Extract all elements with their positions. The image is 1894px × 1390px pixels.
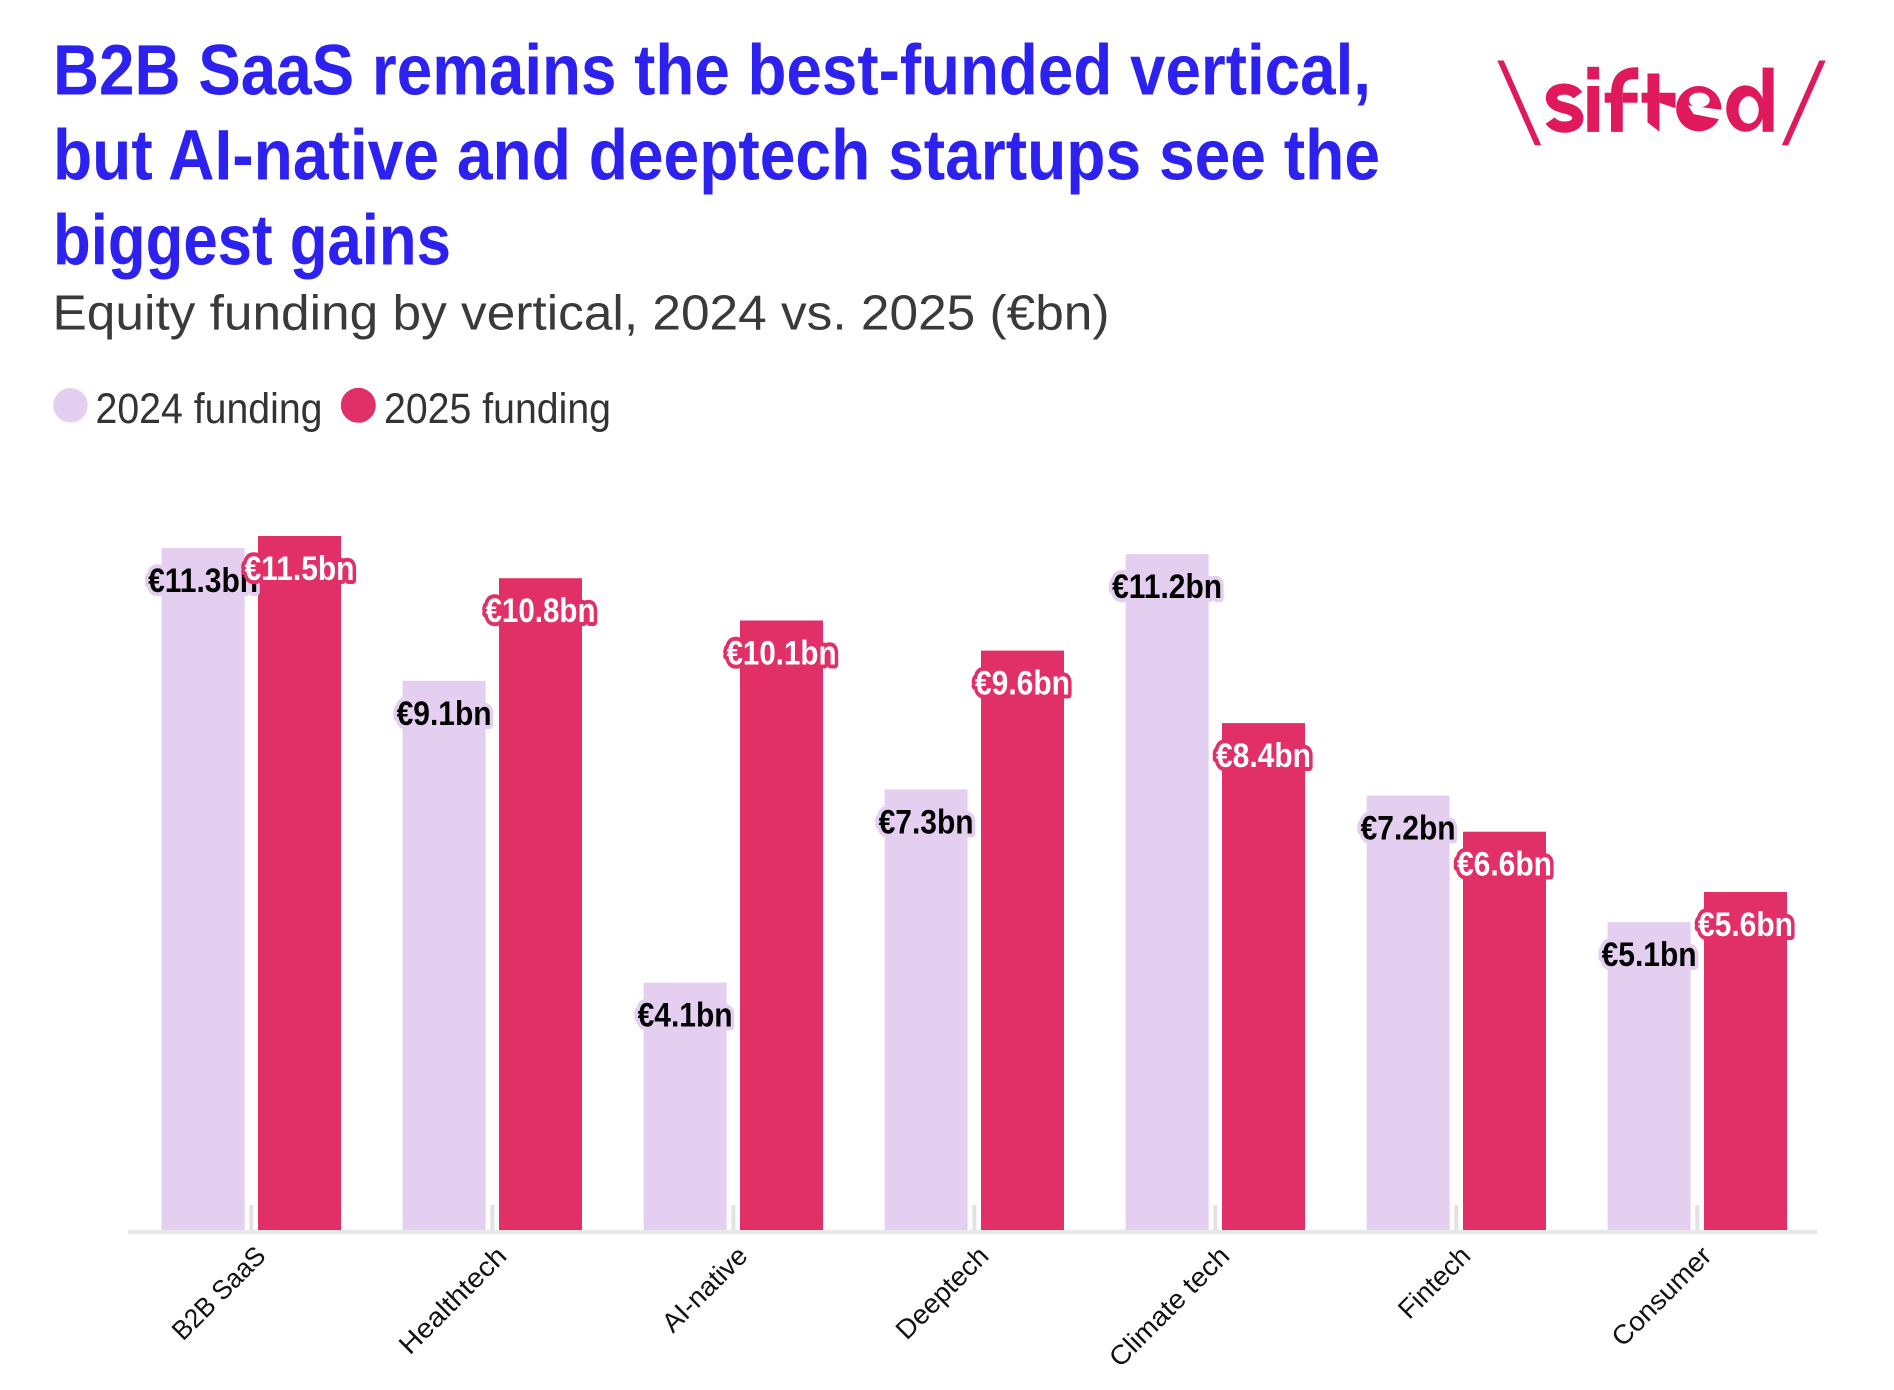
svg-text:biggest gains: biggest gains [53, 201, 451, 280]
svg-text:Healthtech: Healthtech [393, 1241, 513, 1361]
svg-text:€6.6bn: €6.6bn [1457, 846, 1552, 884]
svg-text:B2B SaaS: B2B SaaS [166, 1241, 271, 1346]
svg-text:but AI-native and deeptech sta: but AI-native and deeptech startups see … [53, 117, 1380, 196]
svg-text:2025 funding: 2025 funding [384, 385, 611, 433]
svg-text:€11.5bn: €11.5bn [245, 550, 355, 588]
svg-text:B2B SaaS remains the best-fund: B2B SaaS remains the best-funded vertica… [53, 31, 1371, 110]
svg-text:€8.4bn: €8.4bn [1216, 737, 1311, 775]
svg-text:AI-native: AI-native [656, 1241, 754, 1339]
svg-text:Fintech: Fintech [1392, 1241, 1476, 1325]
svg-text:€5.6bn: €5.6bn [1698, 906, 1793, 944]
svg-text:€4.1bn: €4.1bn [638, 997, 733, 1035]
svg-text:€5.1bn: €5.1bn [1602, 936, 1697, 974]
svg-text:Climate tech: Climate tech [1103, 1241, 1235, 1373]
svg-text:2024 funding: 2024 funding [96, 385, 323, 433]
svg-text:€10.1bn: €10.1bn [727, 635, 837, 673]
svg-text:€11.3bn: €11.3bn [148, 562, 258, 600]
svg-text:€11.2bn: €11.2bn [1112, 568, 1222, 606]
svg-text:Deeptech: Deeptech [890, 1241, 995, 1346]
svg-text:€10.8bn: €10.8bn [486, 592, 596, 630]
svg-text:€9.1bn: €9.1bn [397, 695, 492, 733]
svg-text:€7.3bn: €7.3bn [879, 803, 974, 841]
svg-text:€7.2bn: €7.2bn [1361, 810, 1456, 848]
svg-text:€9.6bn: €9.6bn [975, 665, 1070, 703]
svg-text:Consumer: Consumer [1606, 1241, 1718, 1353]
svg-text:Equity funding by vertical, 20: Equity funding by vertical, 2024 vs. 202… [53, 287, 1110, 341]
